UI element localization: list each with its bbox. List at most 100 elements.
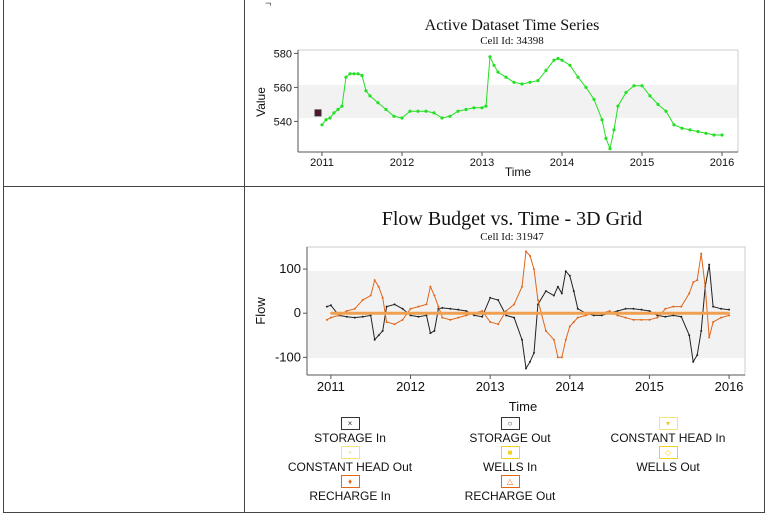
data-point [456, 109, 460, 113]
data-point [648, 310, 651, 312]
x-tick-label: 2011 [310, 157, 334, 169]
data-point [572, 321, 575, 324]
data-point [600, 314, 603, 317]
data-point [572, 290, 575, 293]
data-point [544, 290, 547, 293]
data-point [640, 308, 643, 311]
data-point [329, 312, 332, 315]
data-point [688, 292, 691, 295]
column-divider [244, 0, 245, 513]
data-point [520, 82, 524, 86]
data-point [368, 94, 372, 98]
legend-label: CONSTANT HEAD Out [287, 460, 413, 474]
data-point [433, 329, 436, 332]
data-point [381, 329, 384, 332]
data-point [704, 131, 708, 135]
constant-head-out-icon: ▫ [340, 446, 360, 459]
legend-wells-out: ◇ WELLS Out [583, 446, 753, 474]
data-point [325, 318, 328, 321]
series-line-1 [326, 250, 730, 358]
data-point [712, 321, 715, 324]
data-point [568, 274, 571, 277]
storage-in-icon: × [340, 417, 360, 430]
data-point [393, 323, 396, 326]
data-point [612, 128, 616, 132]
data-point [377, 334, 380, 337]
bottom-chart-subtitle: Cell Id: 31947 [480, 231, 544, 243]
data-point [465, 314, 468, 317]
data-point [480, 106, 484, 110]
data-point [505, 310, 508, 312]
data-point [369, 294, 372, 297]
data-point [345, 310, 348, 312]
data-point [344, 75, 348, 79]
data-point [481, 315, 484, 318]
data-point [704, 285, 707, 288]
y-tick-label: 540 [274, 116, 292, 128]
data-point [528, 254, 531, 257]
legend-storage-out: ○ STORAGE Out [425, 417, 595, 445]
y-tick-label: 100 [279, 261, 301, 276]
data-point [512, 80, 516, 84]
data-point [417, 305, 420, 308]
data-point [592, 97, 596, 101]
data-point [656, 102, 660, 106]
data-point [497, 298, 500, 301]
data-point [325, 305, 328, 308]
data-point [448, 114, 452, 118]
data-point [556, 56, 560, 61]
data-point [680, 126, 684, 130]
data-point [700, 252, 703, 255]
data-point [324, 118, 328, 122]
x-tick-label: 2014 [555, 379, 584, 394]
legend-label: RECHARGE In [309, 489, 391, 503]
data-point [521, 285, 524, 288]
data-point [604, 136, 608, 140]
data-point [345, 315, 348, 318]
start-marker [314, 109, 322, 117]
recharge-in-icon: ♦ [340, 475, 360, 488]
data-point [640, 84, 644, 88]
data-point [369, 314, 372, 317]
data-point [409, 307, 412, 310]
data-point [568, 325, 571, 328]
data-point [408, 109, 412, 113]
x-tick-label: 2016 [715, 379, 744, 394]
bottom-y-label: Flow [253, 297, 268, 325]
flow-budget-chart: Flow Budget vs. Time - 3D Grid Cell Id: … [253, 208, 746, 414]
data-point [441, 306, 444, 309]
data-point [632, 84, 636, 88]
data-point [409, 314, 412, 317]
data-point [672, 305, 675, 308]
data-point [564, 338, 567, 341]
bottom-series [325, 250, 731, 370]
data-point [377, 285, 380, 288]
data-point [696, 130, 700, 134]
top-series [314, 54, 724, 151]
data-point [664, 315, 667, 318]
legend-label: WELLS Out [636, 460, 700, 474]
legend-label: WELLS In [482, 460, 538, 474]
data-point [521, 338, 524, 341]
data-point [536, 298, 539, 301]
data-point [720, 307, 723, 310]
data-point [424, 109, 428, 113]
storage-out-icon: ○ [500, 417, 520, 430]
data-point [552, 338, 555, 341]
data-point [385, 305, 388, 308]
data-point [564, 270, 567, 273]
data-point [692, 281, 695, 284]
recharge-out-icon: △ [500, 475, 520, 488]
data-point [472, 106, 476, 110]
data-point [465, 310, 468, 312]
data-point [437, 305, 440, 308]
legend-label: CONSTANT HEAD In [610, 431, 726, 445]
data-point [433, 294, 436, 297]
top-axes: 2011 2012 2013 2014 2015 2016 540 560 580 [274, 48, 738, 169]
top-chart-title: Active Dataset Time Series [425, 17, 600, 34]
data-point [525, 367, 527, 370]
data-point [624, 90, 628, 95]
x-tick-label: 2015 [635, 379, 664, 394]
data-point [560, 356, 563, 359]
data-point [560, 58, 564, 62]
